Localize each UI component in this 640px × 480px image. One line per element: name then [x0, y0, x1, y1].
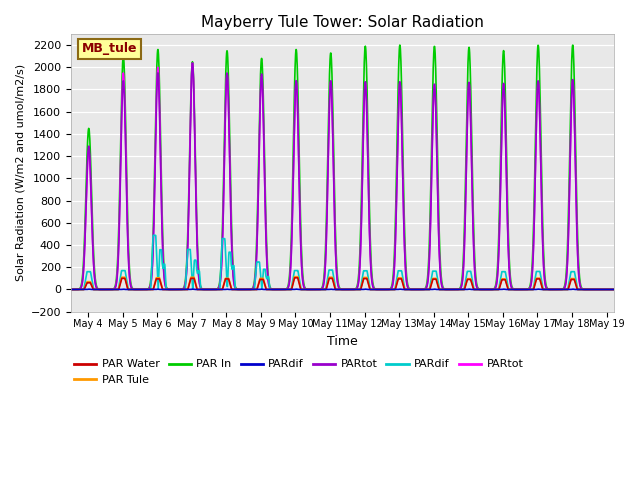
Line: PAR Water: PAR Water	[71, 278, 614, 289]
PARdif	[316, 287, 324, 292]
PAR Water	[594, 287, 602, 292]
PAR Water	[67, 287, 75, 292]
PAR Tule	[495, 287, 502, 292]
PAR In	[594, 287, 602, 292]
PARdif	[150, 232, 157, 238]
PARdif	[95, 287, 102, 292]
PAR Tule	[610, 287, 618, 292]
PARtot	[594, 287, 602, 292]
PARdif	[594, 287, 602, 292]
PARdif	[317, 287, 324, 292]
PAR In	[67, 287, 75, 292]
Text: MB_tule: MB_tule	[82, 42, 137, 55]
PARtot	[594, 287, 602, 292]
PAR In	[495, 244, 502, 250]
PARdif	[67, 287, 75, 292]
PARtot	[610, 287, 618, 292]
PARtot	[95, 287, 102, 292]
PAR Tule	[95, 287, 102, 292]
PARdif	[331, 287, 339, 292]
PAR In	[95, 286, 102, 292]
PARdif	[67, 287, 75, 292]
PARtot	[594, 287, 602, 292]
PARtot	[189, 60, 196, 66]
X-axis label: Time: Time	[327, 335, 358, 348]
PARdif	[594, 287, 602, 292]
PAR In	[610, 287, 618, 292]
Y-axis label: Solar Radiation (W/m2 and umol/m2/s): Solar Radiation (W/m2 and umol/m2/s)	[15, 64, 25, 281]
PARtot	[495, 259, 502, 265]
PARdif	[603, 287, 611, 292]
PARdif	[331, 282, 339, 288]
Line: PARtot: PARtot	[71, 63, 614, 289]
PAR Water	[291, 275, 299, 281]
PARtot	[317, 287, 324, 292]
Line: PARtot: PARtot	[71, 63, 614, 289]
PAR Tule	[331, 284, 339, 290]
PAR Tule	[67, 287, 75, 292]
PARdif	[494, 287, 502, 292]
PARtot	[610, 287, 618, 292]
PARtot	[331, 231, 339, 237]
PARtot	[67, 287, 75, 292]
PAR In	[316, 287, 324, 292]
PARtot	[317, 287, 324, 292]
PAR Tule	[594, 287, 602, 292]
PAR Water	[317, 287, 324, 292]
Line: PARdif: PARdif	[71, 235, 614, 289]
PAR In	[594, 287, 602, 292]
PARtot	[495, 257, 502, 263]
PARtot	[189, 60, 196, 66]
PARtot	[67, 287, 75, 292]
PAR Tule	[291, 274, 299, 279]
PARtot	[594, 287, 602, 292]
PAR In	[331, 199, 339, 205]
PARtot	[95, 287, 102, 292]
PAR Water	[95, 287, 102, 292]
PARdif	[610, 287, 618, 292]
PARdif	[500, 286, 508, 292]
PARtot	[331, 228, 339, 234]
PARdif	[495, 287, 502, 292]
PAR Water	[594, 287, 602, 292]
Title: Mayberry Tule Tower: Solar Radiation: Mayberry Tule Tower: Solar Radiation	[201, 15, 484, 30]
PAR Water	[495, 287, 502, 292]
Line: PAR In: PAR In	[71, 45, 614, 289]
PAR Water	[610, 287, 618, 292]
PARdif	[610, 287, 618, 292]
PARdif	[95, 287, 102, 292]
Line: PAR Tule: PAR Tule	[71, 276, 614, 289]
Legend: PAR Water, PAR Tule, PAR In, PARdif, PARtot, PARdif, PARtot: PAR Water, PAR Tule, PAR In, PARdif, PAR…	[70, 355, 528, 389]
PAR Tule	[317, 287, 324, 292]
PARdif	[594, 287, 602, 292]
PAR In	[396, 42, 404, 48]
PARdif	[594, 287, 602, 292]
PAR Water	[331, 285, 339, 291]
PAR Tule	[594, 287, 602, 292]
